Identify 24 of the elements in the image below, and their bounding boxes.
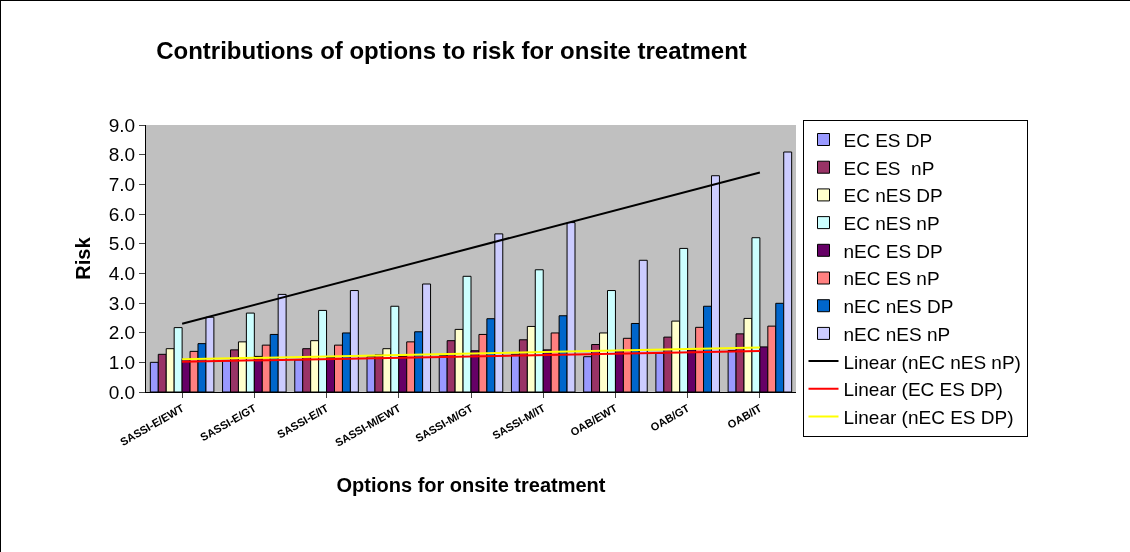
y-axis-title: Risk — [72, 236, 95, 280]
legend-label: nEC nES nP — [843, 323, 951, 345]
y-tick-label: 3.0 — [108, 292, 136, 314]
y-tick-label: 4.0 — [108, 262, 136, 284]
y-tick-label: 8.0 — [108, 144, 136, 166]
legend-label: nEC nES DP — [843, 296, 954, 318]
y-tick-label: 1.0 — [108, 351, 136, 373]
legend-label: Linear (EC ES DP) — [843, 379, 1003, 401]
y-tick-label: 2.0 — [108, 322, 136, 344]
y-tick-label: 5.0 — [108, 233, 136, 255]
chart-title: Contributions of options to risk for onsite treatment — [156, 37, 747, 65]
y-tick-label: 7.0 — [108, 173, 136, 195]
y-tick-label: 0.0 — [108, 381, 136, 403]
legend-label: nEC ES DP — [843, 240, 943, 262]
legend-label: Linear (nEC nES nP) — [843, 351, 1021, 373]
legend-label: Linear (nEC ES DP) — [843, 406, 1014, 428]
y-tick-label: 6.0 — [108, 203, 136, 225]
legend-label: nEC ES nP — [843, 268, 940, 290]
legend-label: EC ES nP — [843, 157, 935, 179]
y-tick-label: 9.0 — [108, 114, 136, 136]
legend-label: EC ES DP — [843, 129, 933, 151]
x-axis-title: Options for onsite treatment — [336, 474, 606, 497]
legend-label: EC nES nP — [843, 213, 940, 235]
legend-label: EC nES DP — [843, 185, 943, 207]
